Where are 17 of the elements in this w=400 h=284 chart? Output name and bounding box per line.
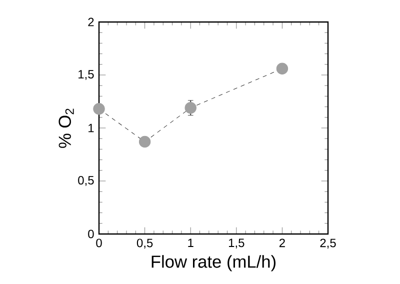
point	[276, 62, 288, 74]
point	[93, 103, 105, 115]
point	[184, 102, 196, 114]
x-tick-label: 1	[188, 238, 194, 247]
y-tick-label: 1,5	[78, 70, 94, 80]
x-tick-label: 1,5	[228, 238, 244, 248]
y-axis-title: % O$_{2}$	[58, 108, 74, 148]
y-tick-label: 0,5	[78, 176, 94, 186]
y-tick-label: 2	[88, 18, 94, 26]
point	[138, 136, 151, 148]
x-tick-label: 2	[279, 238, 285, 248]
x-tick-label: 0,5	[136, 238, 153, 249]
y-tick-label: 1	[88, 124, 94, 132]
x-axis-title: Flow rate (mL/h)	[152, 255, 276, 272]
x-tick-label: 2,5	[320, 238, 336, 249]
x-tick-label: 0	[96, 238, 102, 248]
y-tick-label: 0	[88, 230, 94, 238]
